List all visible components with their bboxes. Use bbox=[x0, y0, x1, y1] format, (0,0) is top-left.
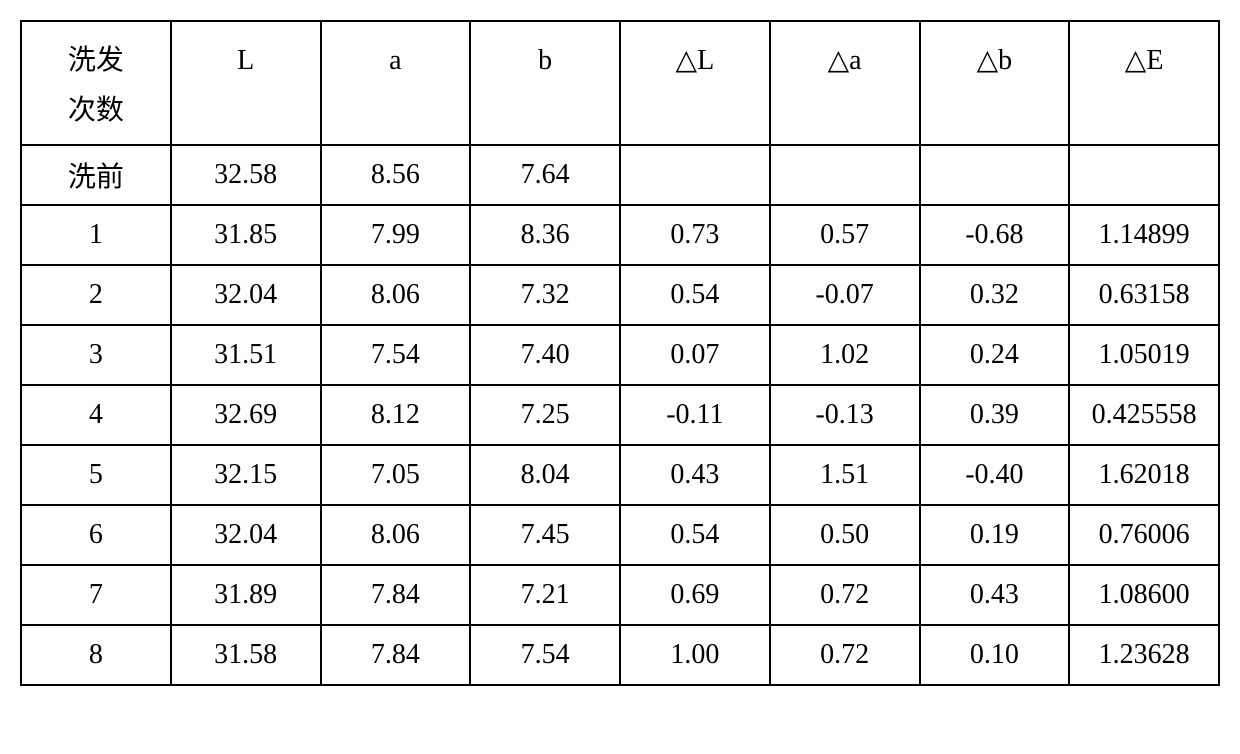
col-header-dE: △E bbox=[1069, 21, 1219, 145]
cell: -0.68 bbox=[920, 205, 1070, 265]
cell: 0.57 bbox=[770, 205, 920, 265]
table-row: 2 32.04 8.06 7.32 0.54 -0.07 0.32 0.6315… bbox=[21, 265, 1219, 325]
cell: 8.06 bbox=[321, 505, 471, 565]
cell: 0.72 bbox=[770, 625, 920, 685]
table-row: 4 32.69 8.12 7.25 -0.11 -0.13 0.39 0.425… bbox=[21, 385, 1219, 445]
cell: 32.15 bbox=[171, 445, 321, 505]
cell: 0.72 bbox=[770, 565, 920, 625]
cell bbox=[1069, 145, 1219, 205]
cell: 1 bbox=[21, 205, 171, 265]
col-header-da: △a bbox=[770, 21, 920, 145]
cell bbox=[770, 145, 920, 205]
cell: 0.50 bbox=[770, 505, 920, 565]
col-header-count-line1: 洗发 次数 bbox=[68, 45, 124, 126]
cell: 5 bbox=[21, 445, 171, 505]
cell: -0.13 bbox=[770, 385, 920, 445]
cell: 3 bbox=[21, 325, 171, 385]
col-header-dL: △L bbox=[620, 21, 770, 145]
table-row: 5 32.15 7.05 8.04 0.43 1.51 -0.40 1.6201… bbox=[21, 445, 1219, 505]
cell: 31.89 bbox=[171, 565, 321, 625]
cell: 31.51 bbox=[171, 325, 321, 385]
cell: 7.54 bbox=[470, 625, 620, 685]
cell: 31.85 bbox=[171, 205, 321, 265]
cell: 32.58 bbox=[171, 145, 321, 205]
cell: 1.23628 bbox=[1069, 625, 1219, 685]
cell: 0.54 bbox=[620, 505, 770, 565]
cell: 2 bbox=[21, 265, 171, 325]
table-row: 1 31.85 7.99 8.36 0.73 0.57 -0.68 1.1489… bbox=[21, 205, 1219, 265]
cell: 8.36 bbox=[470, 205, 620, 265]
cell: 8 bbox=[21, 625, 171, 685]
cell: 0.07 bbox=[620, 325, 770, 385]
cell: 0.10 bbox=[920, 625, 1070, 685]
cell: 0.73 bbox=[620, 205, 770, 265]
cell: 0.39 bbox=[920, 385, 1070, 445]
cell bbox=[620, 145, 770, 205]
cell: 1.02 bbox=[770, 325, 920, 385]
cell: 7.05 bbox=[321, 445, 471, 505]
cell: 1.08600 bbox=[1069, 565, 1219, 625]
col-header-L: L bbox=[171, 21, 321, 145]
cell: 7.40 bbox=[470, 325, 620, 385]
cell: 6 bbox=[21, 505, 171, 565]
table-row: 6 32.04 8.06 7.45 0.54 0.50 0.19 0.76006 bbox=[21, 505, 1219, 565]
cell: 洗前 bbox=[21, 145, 171, 205]
cell: 32.69 bbox=[171, 385, 321, 445]
cell: 8.04 bbox=[470, 445, 620, 505]
cell: 0.425558 bbox=[1069, 385, 1219, 445]
cell: -0.11 bbox=[620, 385, 770, 445]
col-header-a: a bbox=[321, 21, 471, 145]
cell: 0.63158 bbox=[1069, 265, 1219, 325]
table-row: 8 31.58 7.84 7.54 1.00 0.72 0.10 1.23628 bbox=[21, 625, 1219, 685]
table-row: 3 31.51 7.54 7.40 0.07 1.02 0.24 1.05019 bbox=[21, 325, 1219, 385]
cell: 1.14899 bbox=[1069, 205, 1219, 265]
cell: 8.56 bbox=[321, 145, 471, 205]
cell: 0.54 bbox=[620, 265, 770, 325]
cell: 0.43 bbox=[920, 565, 1070, 625]
cell: 31.58 bbox=[171, 625, 321, 685]
cell: 0.32 bbox=[920, 265, 1070, 325]
cell: 7.45 bbox=[470, 505, 620, 565]
cell: 1.05019 bbox=[1069, 325, 1219, 385]
cell: 7.21 bbox=[470, 565, 620, 625]
col-header-count: 洗发 次数 bbox=[21, 21, 171, 145]
col-header-db: △b bbox=[920, 21, 1070, 145]
cell: 8.06 bbox=[321, 265, 471, 325]
cell: 7.84 bbox=[321, 625, 471, 685]
col-header-b: b bbox=[470, 21, 620, 145]
cell: -0.07 bbox=[770, 265, 920, 325]
cell: 4 bbox=[21, 385, 171, 445]
cell: 7.25 bbox=[470, 385, 620, 445]
cell: 7.32 bbox=[470, 265, 620, 325]
cell: 8.12 bbox=[321, 385, 471, 445]
cell bbox=[920, 145, 1070, 205]
cell: 32.04 bbox=[171, 505, 321, 565]
cell: 32.04 bbox=[171, 265, 321, 325]
cell: 0.43 bbox=[620, 445, 770, 505]
cell: 0.69 bbox=[620, 565, 770, 625]
cell: 7.99 bbox=[321, 205, 471, 265]
cell: 1.00 bbox=[620, 625, 770, 685]
table-row: 洗前 32.58 8.56 7.64 bbox=[21, 145, 1219, 205]
table-row: 7 31.89 7.84 7.21 0.69 0.72 0.43 1.08600 bbox=[21, 565, 1219, 625]
cell: 7.64 bbox=[470, 145, 620, 205]
table-header-row: 洗发 次数 L a b △L △a △b △E bbox=[21, 21, 1219, 145]
data-table: 洗发 次数 L a b △L △a △b △E 洗前 32.58 8.56 7.… bbox=[20, 20, 1220, 686]
cell: 1.62018 bbox=[1069, 445, 1219, 505]
cell: -0.40 bbox=[920, 445, 1070, 505]
cell: 7 bbox=[21, 565, 171, 625]
cell: 0.19 bbox=[920, 505, 1070, 565]
cell: 7.84 bbox=[321, 565, 471, 625]
cell: 1.51 bbox=[770, 445, 920, 505]
cell: 0.24 bbox=[920, 325, 1070, 385]
cell: 0.76006 bbox=[1069, 505, 1219, 565]
cell: 7.54 bbox=[321, 325, 471, 385]
